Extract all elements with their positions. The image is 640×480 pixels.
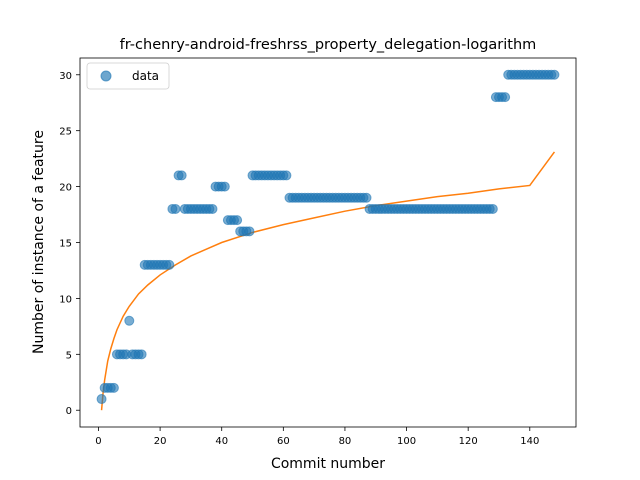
y-axis-title: Number of instance of a feature bbox=[31, 130, 47, 354]
y-tick-label: 20 bbox=[59, 183, 72, 194]
y-tick-label: 5 bbox=[66, 350, 72, 361]
x-tick-label: 80 bbox=[339, 436, 352, 447]
data-point bbox=[96, 394, 107, 405]
data-point bbox=[136, 349, 147, 360]
x-tick-label: 40 bbox=[215, 436, 228, 447]
x-tick-label: 120 bbox=[459, 436, 478, 447]
y-tick-label: 10 bbox=[59, 294, 72, 305]
data-point bbox=[361, 192, 372, 203]
data-point bbox=[549, 69, 560, 80]
y-tick-label: 0 bbox=[66, 406, 72, 417]
legend: data bbox=[86, 62, 170, 90]
x-tick-label: 140 bbox=[520, 436, 539, 447]
data-point bbox=[281, 170, 292, 181]
y-tick-label: 30 bbox=[59, 71, 72, 82]
data-point bbox=[108, 382, 119, 393]
legend-box bbox=[86, 62, 170, 90]
data-point bbox=[176, 170, 187, 181]
data-points-layer bbox=[96, 69, 560, 405]
legend-marker-data bbox=[100, 70, 112, 82]
x-tick-label: 20 bbox=[154, 436, 167, 447]
x-tick-label: 0 bbox=[95, 436, 101, 447]
plot-frame bbox=[79, 57, 577, 428]
fit-curve bbox=[100, 151, 556, 411]
plot-area bbox=[79, 57, 577, 428]
y-tick-label: 15 bbox=[59, 239, 72, 250]
data-point bbox=[219, 181, 230, 192]
data-point bbox=[164, 259, 175, 270]
legend-label-data: data bbox=[132, 69, 159, 83]
y-axis: 0 5 10 15 20 25 30 bbox=[59, 71, 80, 417]
data-point bbox=[232, 215, 243, 226]
x-tick-label: 60 bbox=[277, 436, 290, 447]
data-point bbox=[207, 203, 218, 214]
chart-title: fr-chenry-android-freshrss_property_dele… bbox=[120, 37, 537, 53]
x-axis-title: Commit number bbox=[271, 456, 385, 472]
fit-curve-layer bbox=[100, 151, 556, 411]
y-tick-label: 25 bbox=[59, 127, 72, 138]
data-point bbox=[170, 203, 181, 214]
data-point bbox=[500, 92, 511, 103]
data-point bbox=[487, 203, 498, 214]
x-axis: 0 20 40 60 80 100 120 140 bbox=[95, 427, 539, 447]
data-point bbox=[124, 315, 135, 326]
x-tick-label: 100 bbox=[397, 436, 416, 447]
data-point bbox=[244, 226, 255, 237]
